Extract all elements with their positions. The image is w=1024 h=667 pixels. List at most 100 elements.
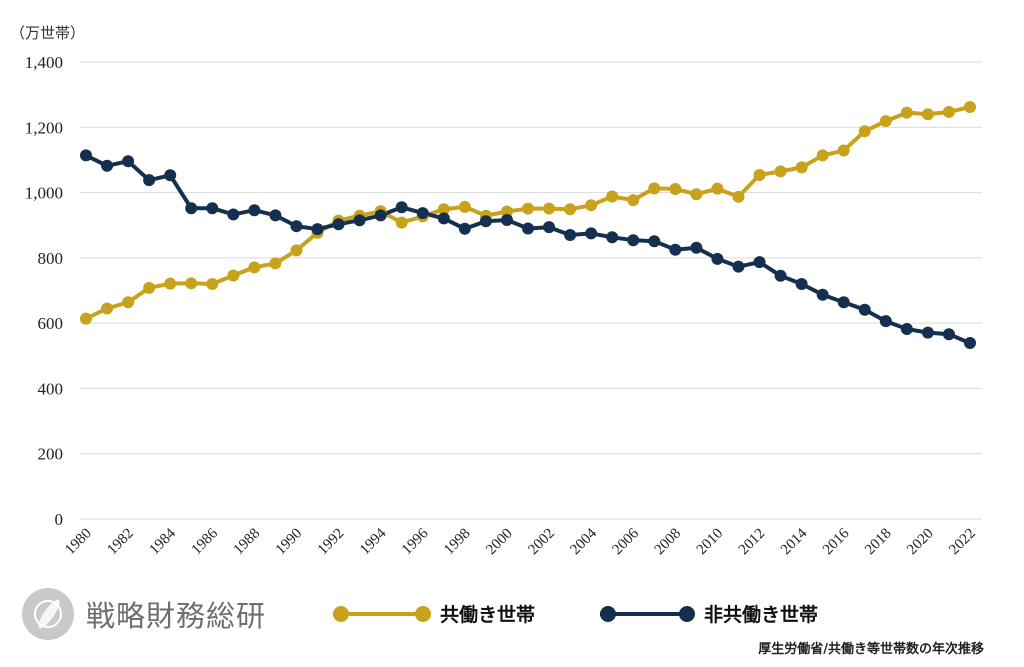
x-tick-label: 2020 (904, 526, 937, 559)
leaf-circle-icon (22, 588, 74, 640)
data-point (290, 244, 303, 257)
data-point (606, 190, 619, 203)
data-point (543, 221, 556, 234)
legend-label: 共働き世帯 (440, 603, 535, 626)
x-tick-label: 1986 (189, 525, 222, 558)
brand-name: 戦略財務総研 (86, 599, 267, 633)
data-point (942, 105, 955, 118)
data-point (522, 202, 534, 215)
data-point (690, 188, 703, 201)
source-note: 厚生労働省/共働き等世帯数の年次推移 (758, 642, 984, 657)
data-point (80, 312, 92, 325)
data-point (837, 144, 850, 157)
series-points (80, 101, 976, 350)
x-tick-label: 1998 (441, 526, 474, 559)
data-point (732, 260, 745, 273)
data-point (269, 257, 282, 270)
y-tick-label: 600 (38, 314, 64, 333)
data-point (248, 204, 261, 217)
data-point (122, 155, 135, 168)
data-point (437, 203, 450, 216)
data-point (564, 229, 577, 242)
data-point (606, 231, 619, 244)
x-tick-label: 2022 (946, 526, 979, 559)
y-tick-label: 400 (38, 379, 64, 398)
data-point (395, 201, 408, 214)
data-point (858, 125, 871, 138)
data-point (795, 277, 808, 290)
data-point (458, 222, 471, 235)
data-point (900, 106, 913, 119)
legend-item: 共働き世帯 (333, 603, 535, 626)
x-tick-label: 2016 (820, 525, 853, 558)
x-tick-label: 1994 (357, 525, 390, 558)
data-point (753, 256, 766, 269)
y-tick-label: 200 (38, 445, 64, 464)
data-point (648, 235, 661, 248)
data-point (80, 149, 92, 162)
data-point (458, 200, 471, 213)
legend-marker (333, 606, 349, 622)
data-point (500, 205, 513, 218)
data-point (479, 215, 492, 228)
legend-marker (679, 606, 695, 622)
x-tick-label: 2006 (610, 525, 643, 558)
data-point (879, 315, 892, 328)
x-tick-label: 1980 (62, 526, 95, 559)
data-point (964, 101, 976, 114)
data-point (248, 261, 261, 274)
data-point (711, 252, 724, 265)
y-tick-label: 0 (55, 510, 64, 529)
x-tick-label: 1984 (146, 525, 179, 558)
data-point (395, 216, 408, 229)
legend-marker (415, 606, 431, 622)
data-point (227, 208, 240, 221)
data-point (143, 174, 156, 187)
data-point (921, 326, 934, 339)
y-tick-label: 1,400 (25, 53, 63, 72)
data-point (774, 165, 787, 178)
x-tick-label: 2008 (652, 526, 685, 559)
data-point (879, 115, 892, 128)
x-tick-label: 1988 (231, 526, 264, 559)
data-point (437, 212, 450, 225)
data-point (206, 202, 219, 215)
data-point (816, 149, 829, 162)
y-tick-label: 1,000 (25, 184, 63, 203)
legend-item: 非共働き世帯 (600, 603, 818, 626)
data-point (543, 202, 556, 215)
series-line-1 (85, 153, 971, 345)
x-tick-label: 2000 (483, 526, 516, 559)
data-point (669, 243, 682, 256)
data-point (164, 277, 177, 290)
data-point (585, 199, 598, 212)
data-point (837, 296, 850, 309)
data-point (332, 218, 345, 231)
data-point (585, 227, 598, 240)
legend-label: 非共働き世帯 (704, 603, 818, 626)
x-tick-label: 2018 (862, 526, 895, 559)
data-point (185, 202, 198, 215)
x-tick-label: 2002 (525, 526, 558, 559)
data-point (648, 182, 661, 195)
data-point (627, 194, 640, 207)
data-point (690, 241, 703, 254)
data-point (500, 213, 513, 226)
x-tick-label: 1982 (104, 526, 137, 559)
data-point (564, 203, 577, 216)
data-point (816, 288, 829, 301)
x-tick-label: 1990 (273, 526, 306, 559)
y-tick-labels: 0 200 400 600 800 1,000 1,200 1,400 (25, 53, 63, 529)
x-tick-label: 2010 (694, 526, 727, 559)
data-point (522, 222, 534, 235)
data-point (900, 323, 913, 336)
data-point (774, 269, 787, 282)
data-point (858, 303, 871, 316)
data-point (732, 190, 745, 203)
x-tick-label: 1992 (315, 526, 348, 559)
data-point (206, 277, 219, 290)
grid (80, 61, 982, 520)
brand: 戦略財務総研 (22, 586, 266, 642)
x-tick-label: 2004 (567, 525, 600, 558)
x-tick-label: 1996 (399, 525, 432, 558)
